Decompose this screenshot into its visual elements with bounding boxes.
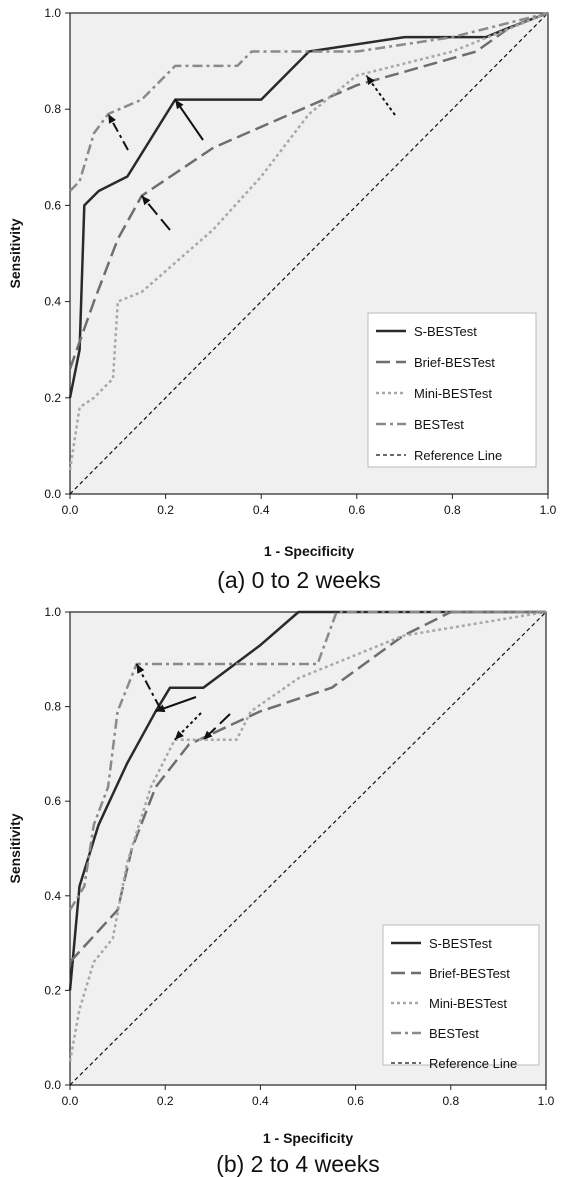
x-tick-label: 1.0 [540, 503, 557, 517]
x-tick-label: 0.4 [252, 1094, 269, 1108]
x-axis-label: 1 - Specificity [264, 543, 354, 559]
y-tick-label: 0.8 [44, 700, 61, 714]
x-axis-label: 1 - Specificity [263, 1130, 353, 1146]
series-line-mini-bestest [68, 11, 549, 471]
legend-label: Mini-BESTest [429, 996, 507, 1011]
y-tick-label: 0.8 [44, 102, 61, 116]
annotation-arrow [202, 713, 231, 741]
x-tick-label: 0.6 [348, 503, 365, 517]
x-tick-label: 0.8 [442, 1094, 459, 1108]
y-tick-label: 0.2 [44, 391, 61, 405]
roc-panel-0-to-2-weeks: 0.0 0.2 0.4 0.6 0.8 1.0 0.0 0.2 0.4 0.6 0.8 1.0 1 - … [7, 6, 557, 593]
legend-label: BESTest [414, 417, 464, 432]
annotation-arrow [107, 113, 129, 151]
x-tick-label: 0.6 [347, 1094, 364, 1108]
y-tick-label: 0.6 [44, 794, 61, 808]
legend-label: Reference Line [414, 448, 502, 463]
legend-label: Brief-BESTest [429, 966, 510, 981]
series-line-brief-bestest [68, 11, 549, 370]
x-tick-label: 0.8 [444, 503, 461, 517]
legend-label: S-BESTest [414, 324, 477, 339]
annotation-arrow [155, 696, 197, 713]
y-tick-label: 0.0 [44, 1078, 61, 1092]
y-tick-label: 1.0 [44, 6, 61, 20]
series-line-reference-line [69, 12, 549, 495]
legend-label: Brief-BESTest [414, 355, 495, 370]
y-axis-label: Sensitivity [7, 218, 23, 288]
annotation-arrow [365, 74, 396, 116]
x-tick-label: 0.4 [253, 503, 270, 517]
roc-panel-2-to-4-weeks: 0.0 0.2 0.4 0.6 0.8 1.0 0.0 0.2 0.4 0.6 0.8 1.0 1 - … [7, 605, 555, 1177]
x-tick-label: 0.0 [62, 503, 79, 517]
series-line-bestest [68, 610, 546, 911]
x-tick-label: 1.0 [538, 1094, 555, 1108]
legend-box [367, 312, 537, 468]
legend: S-BESTest Brief-BESTest Mini-BESTest BESTes… [382, 924, 540, 1071]
panel-caption: (a) 0 to 2 weeks [217, 567, 381, 593]
legend-label: BESTest [429, 1026, 479, 1041]
y-tick-label: 0.2 [44, 983, 61, 997]
y-tick-label: 0.4 [44, 295, 61, 309]
annotation-arrow [140, 195, 171, 231]
legend-label: S-BESTest [429, 936, 492, 951]
y-tick-label: 1.0 [44, 605, 61, 619]
series-line-bestest [69, 11, 549, 192]
y-axis-label: Sensitivity [7, 813, 23, 883]
legend-box [382, 924, 540, 1066]
legend: S-BESTest Brief-BESTest Mini-BESTest BESTes… [367, 312, 537, 468]
y-tick-label: 0.0 [44, 487, 61, 501]
annotation-arrow [135, 663, 161, 709]
x-tick-label: 0.2 [157, 503, 174, 517]
y-tick-label: 0.6 [44, 198, 61, 212]
annotation-arrow [174, 99, 204, 141]
x-tick-label: 0.2 [157, 1094, 174, 1108]
series-line-mini-bestest [68, 610, 547, 1062]
annotation-arrow [174, 712, 202, 741]
panel-caption: (b) 2 to 4 weeks [216, 1151, 380, 1177]
legend-label: Mini-BESTest [414, 386, 492, 401]
x-tick-label: 0.0 [62, 1094, 79, 1108]
y-tick-label: 0.4 [44, 889, 61, 903]
legend-label: Reference Line [429, 1056, 517, 1071]
